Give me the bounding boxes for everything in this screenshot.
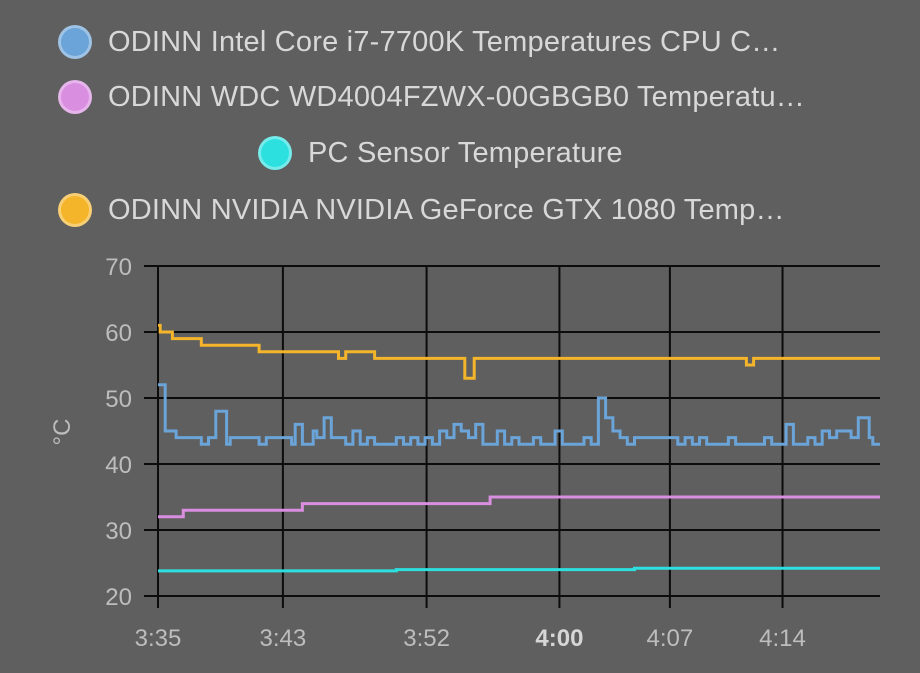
series-line-3 bbox=[158, 323, 880, 380]
legend-label: PC Sensor Temperature bbox=[308, 136, 623, 169]
x-tick-label: 3:52 bbox=[403, 625, 450, 652]
x-tick-label: 4:07 bbox=[647, 625, 694, 652]
legend-label: ODINN NVIDIA NVIDIA GeForce GTX 1080 Tem… bbox=[108, 193, 785, 226]
x-tick-label: 4:00 bbox=[535, 625, 583, 652]
series-line-0 bbox=[158, 383, 880, 446]
x-tick-label: 3:35 bbox=[135, 625, 182, 652]
x-tick-label: 4:14 bbox=[759, 625, 806, 652]
legend-swatch-icon bbox=[58, 80, 92, 114]
y-tick-label: 40 bbox=[105, 452, 132, 479]
legend-label: ODINN Intel Core i7-7700K Temperatures C… bbox=[108, 25, 781, 58]
legend-swatch-icon bbox=[58, 25, 92, 59]
legend-label: ODINN WDC WD4004FZWX-00GBGB0 Temperatu… bbox=[108, 80, 805, 113]
legend-item-pc-sensor[interactable]: PC Sensor Temperature bbox=[258, 133, 623, 173]
series-line-1 bbox=[158, 495, 880, 519]
y-tick-label: 70 bbox=[105, 254, 132, 281]
legend-item-gpu[interactable]: ODINN NVIDIA NVIDIA GeForce GTX 1080 Tem… bbox=[58, 190, 785, 230]
y-tick-label: 60 bbox=[105, 320, 132, 347]
y-axis-ticks: 20 30 40 50 60 70 bbox=[105, 254, 132, 611]
legend-swatch-icon bbox=[58, 193, 92, 227]
x-tick-label: 3:43 bbox=[260, 625, 307, 652]
legend-item-cpu[interactable]: ODINN Intel Core i7-7700K Temperatures C… bbox=[58, 22, 781, 62]
legend-swatch-icon bbox=[258, 136, 292, 170]
y-axis-label: °C bbox=[49, 419, 76, 446]
x-axis-ticks: 3:35 3:43 3:52 4:00 4:07 4:14 bbox=[135, 625, 806, 652]
y-tick-label: 20 bbox=[105, 584, 132, 611]
legend-item-hdd[interactable]: ODINN WDC WD4004FZWX-00GBGB0 Temperatu… bbox=[58, 77, 805, 117]
y-tick-label: 30 bbox=[105, 518, 132, 545]
series-lines bbox=[158, 323, 880, 573]
series-line-2 bbox=[158, 566, 880, 573]
y-tick-label: 50 bbox=[105, 386, 132, 413]
